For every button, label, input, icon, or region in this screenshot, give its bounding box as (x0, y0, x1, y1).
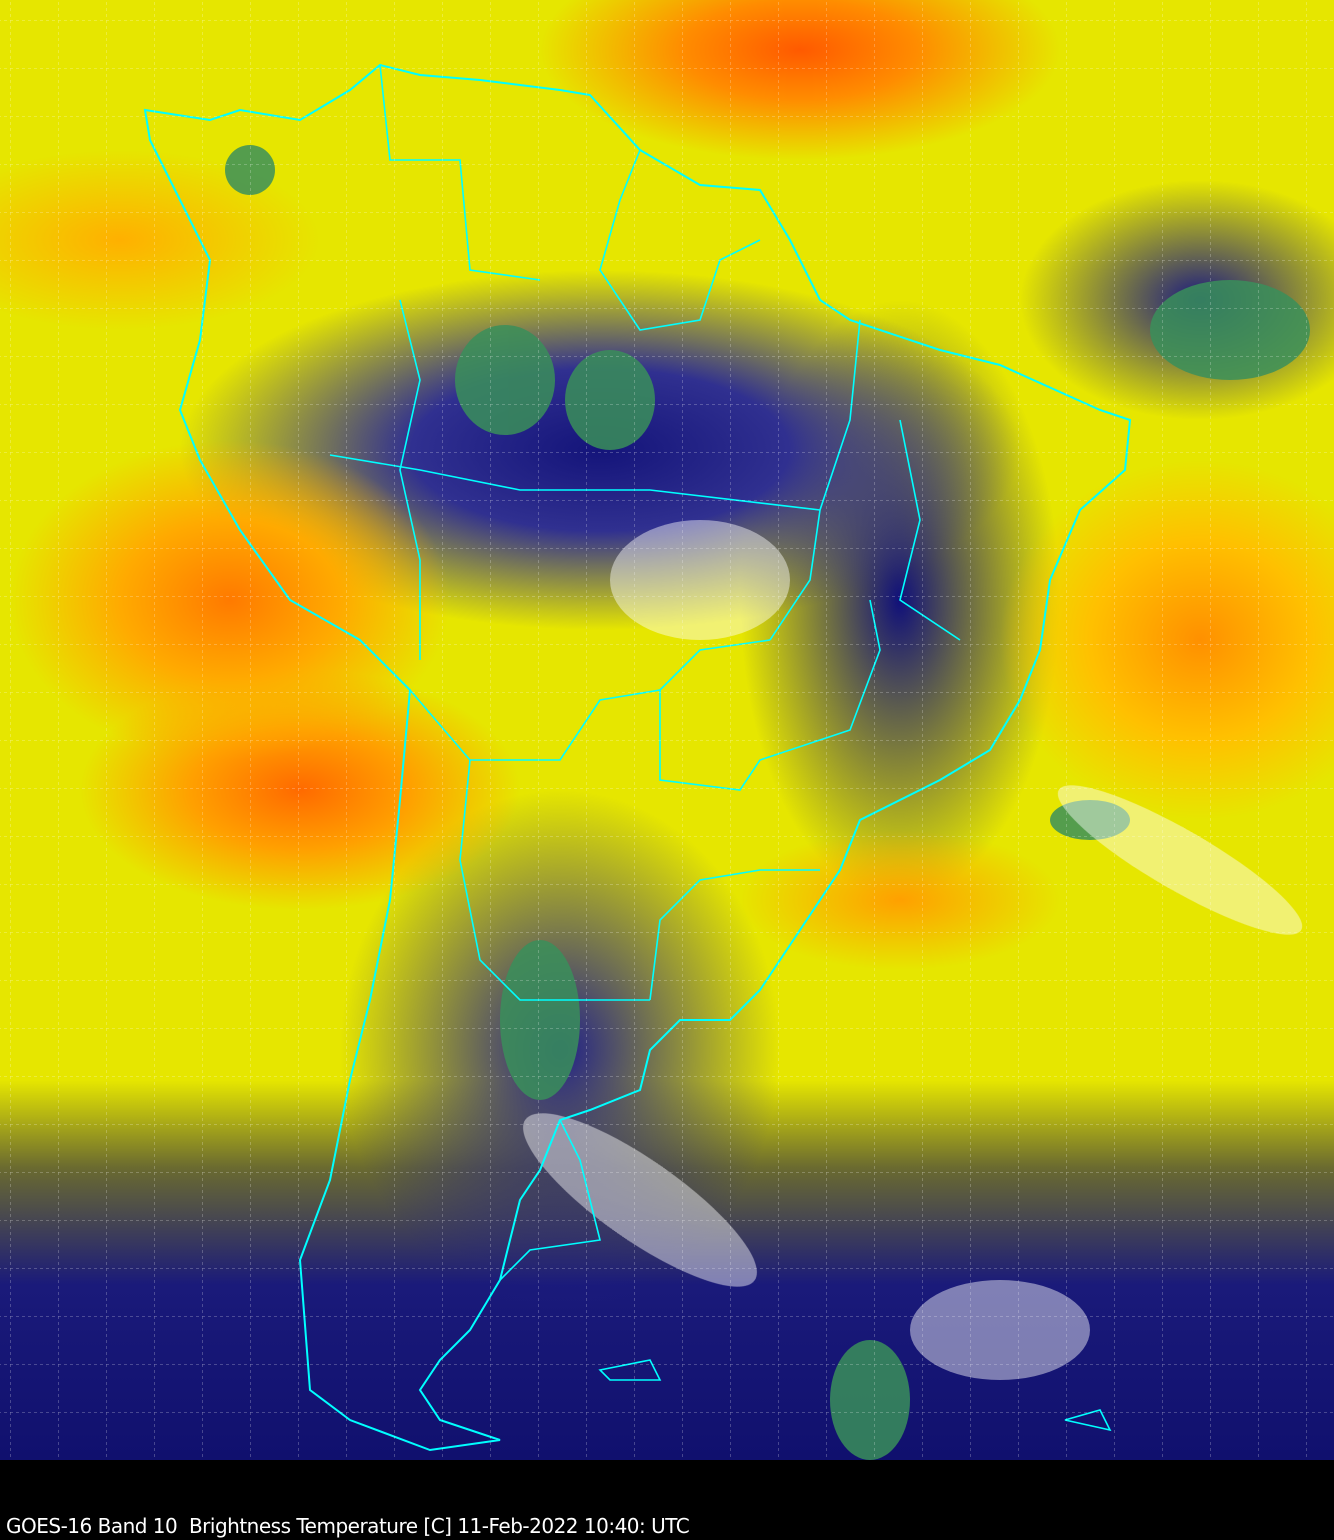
satellite-imagery (0, 0, 1334, 1460)
image-caption: GOES-16 Band 10 Brightness Temperature [… (6, 1514, 690, 1538)
graticule (0, 0, 1334, 1460)
